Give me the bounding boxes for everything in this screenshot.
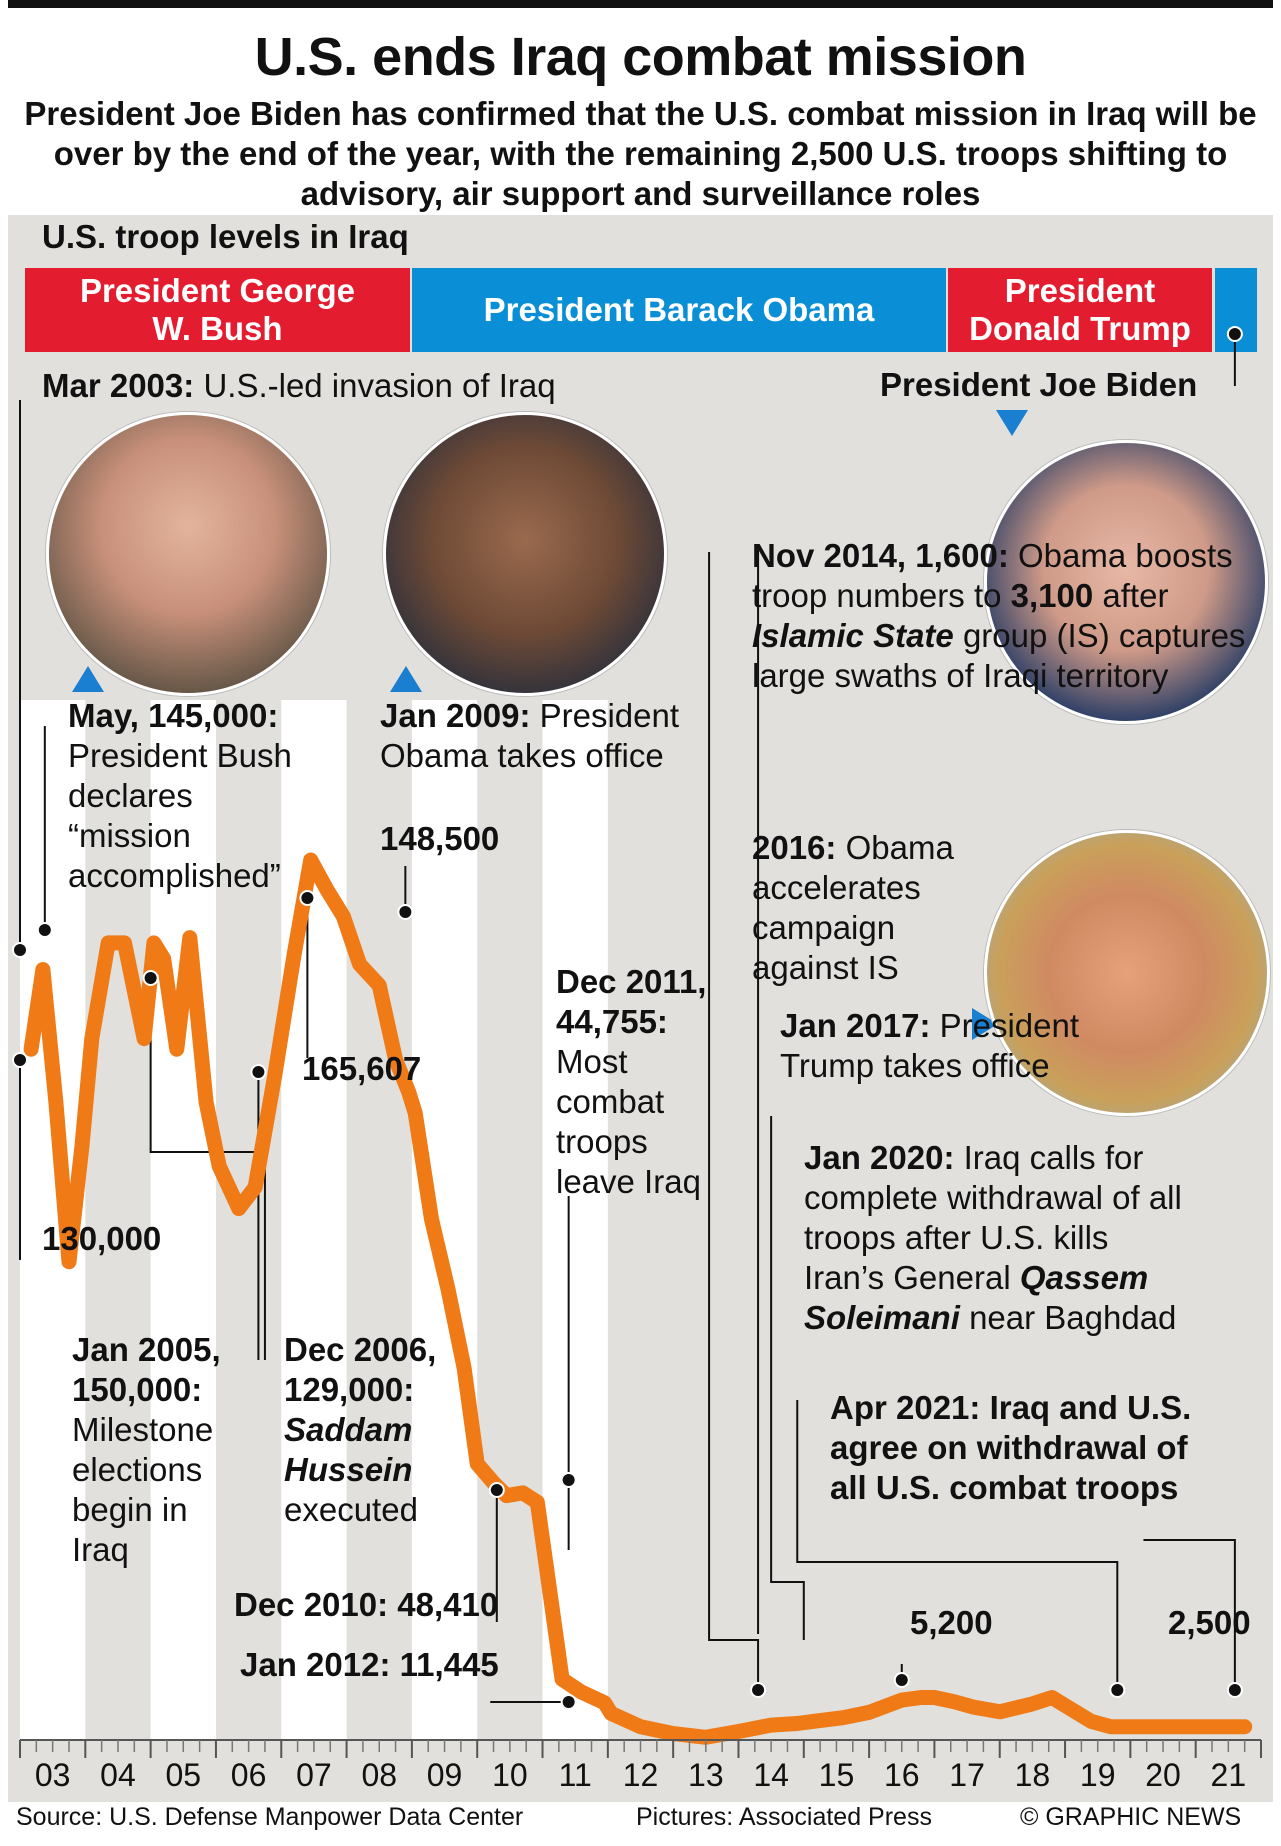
president-bar-bush: President George W. Bush <box>25 268 410 352</box>
president-bar-trump: President Donald Trump <box>948 268 1212 352</box>
bush-photo <box>46 412 330 696</box>
marker-dot-13 <box>1226 1682 1243 1698</box>
leader-lines <box>19 338 1236 1703</box>
x-tick-label-10: 10 <box>492 1757 528 1793</box>
marker-dot-9 <box>560 1694 577 1710</box>
x-tick-label-13: 13 <box>688 1757 724 1793</box>
footer-pictures: Pictures: Associated Press <box>636 1803 932 1831</box>
value-label-148500: 148,500 <box>380 820 500 857</box>
x-tick-label-18: 18 <box>1015 1757 1051 1793</box>
marker-dot-14 <box>1226 326 1243 342</box>
x-tick-label-12: 12 <box>623 1757 659 1793</box>
marker-dot-1 <box>12 1052 28 1068</box>
x-tick-label-17: 17 <box>949 1757 985 1793</box>
top-rule <box>8 0 1273 8</box>
value-label-5200: 5,200 <box>910 1604 993 1641</box>
annotation-2016: 2016: Obama accelerates campaign against… <box>752 829 954 986</box>
x-tick-label-20: 20 <box>1145 1757 1181 1793</box>
leader-line <box>708 552 760 1690</box>
annotation-dec-2011: Dec 2011, 44,755: Most combat troops lea… <box>556 963 707 1200</box>
x-tick-label-04: 04 <box>100 1757 136 1793</box>
x-tick-label-07: 07 <box>296 1757 332 1793</box>
x-tick-label-09: 09 <box>427 1757 463 1793</box>
marker-dot-12 <box>1109 1682 1126 1698</box>
president-bush-label: President George W. Bush <box>79 272 356 347</box>
biden-pointer-triangle <box>996 410 1028 436</box>
marker-dot-6 <box>397 904 414 920</box>
annotation-may-2003: May, 145,000: President Bush declares “m… <box>68 697 292 894</box>
x-tick-label-11: 11 <box>559 1757 592 1793</box>
marker-dot-2 <box>36 922 53 938</box>
annotation-jan-2020: Jan 2020: Iraq calls for complete withdr… <box>804 1139 1182 1336</box>
x-tick-label-16: 16 <box>884 1757 920 1793</box>
x-tick-label-21: 21 <box>1211 1757 1247 1793</box>
value-label-165607: 165,607 <box>302 1050 422 1087</box>
year-stripe-2005 <box>150 700 216 1740</box>
label-jan-2012: Jan 2012: 11,445 <box>240 1646 499 1683</box>
leader-line <box>796 1400 1119 1690</box>
marker-dot-10 <box>750 1682 767 1698</box>
annotation-nov-2014: Nov 2014, 1,600: Obama boosts troop numb… <box>752 537 1246 694</box>
marker-dot-7 <box>488 1482 505 1498</box>
president-trump-label: President Donald Trump <box>969 272 1191 347</box>
marker-dot-8 <box>560 1472 577 1488</box>
x-tick-label-05: 05 <box>165 1757 201 1793</box>
marker-dot-5 <box>299 890 316 906</box>
leader-line <box>1143 1539 1236 1690</box>
value-label-2500: 2,500 <box>1168 1604 1251 1641</box>
label-dec-2010: Dec 2010: 48,410 <box>234 1586 499 1623</box>
leader-line <box>770 1116 805 1640</box>
x-tick-label-15: 15 <box>819 1757 855 1793</box>
annotation-jan-2017: Jan 2017: President Trump takes office <box>780 1007 1080 1084</box>
footer-source: Source: U.S. Defense Manpower Data Cente… <box>16 1803 524 1831</box>
leader-line <box>149 978 266 1360</box>
marker-dot-3 <box>142 970 159 986</box>
chart-title: U.S. troop levels in Iraq <box>42 218 409 255</box>
footer-credit: © GRAPHIC NEWS <box>1020 1803 1242 1831</box>
x-tick-label-14: 14 <box>753 1757 789 1793</box>
page-subtitle: President Joe Biden has confirmed that t… <box>24 95 1257 212</box>
year-stripes <box>20 700 608 1740</box>
marker-dot-11 <box>893 1672 910 1688</box>
value-label-130000: 130,000 <box>42 1220 162 1257</box>
x-tick-label-08: 08 <box>361 1757 397 1793</box>
biden-photo <box>984 440 1268 724</box>
x-tick-labels: 03 04 05 06 07 08 09 10 11 12 13 14 15 16 17 18 19 20 21 <box>35 1757 1246 1793</box>
annotation-jan-2005: Jan 2005, 150,000: Milestone elections b… <box>72 1331 221 1568</box>
annotation-dec-2006: Dec 2006, 129,000: Saddam Hussein execut… <box>284 1331 437 1528</box>
marker-dots <box>12 326 1243 1710</box>
trump-pointer-triangle <box>972 1008 998 1040</box>
obama-pointer-triangle <box>390 666 422 692</box>
obama-photo <box>383 412 667 696</box>
x-axis <box>19 1739 1262 1758</box>
year-stripe-2009 <box>411 700 478 1740</box>
annotation-jan-2009: Jan 2009: President Obama takes office <box>380 697 680 774</box>
label-president-joe-biden: President Joe Biden <box>880 366 1198 403</box>
bush-pointer-triangle <box>72 666 104 692</box>
page-title: U.S. ends Iraq combat mission <box>254 27 1027 87</box>
marker-dot-0 <box>12 942 28 958</box>
x-tick-label-06: 06 <box>231 1757 267 1793</box>
trump-photo <box>984 830 1270 1116</box>
annotation-apr-2021: Apr 2021: Iraq and U.S. agree on withdra… <box>830 1389 1192 1506</box>
president-bar-obama: President Barack Obama <box>412 268 946 352</box>
annotation-mar-2003: Mar 2003: U.S.-led invasion of Iraq <box>42 367 556 404</box>
x-tick-label-03: 03 <box>35 1757 71 1793</box>
president-obama-label: President Barack Obama <box>483 291 875 328</box>
x-tick-label-19: 19 <box>1080 1757 1116 1793</box>
marker-dot-4 <box>250 1064 267 1080</box>
